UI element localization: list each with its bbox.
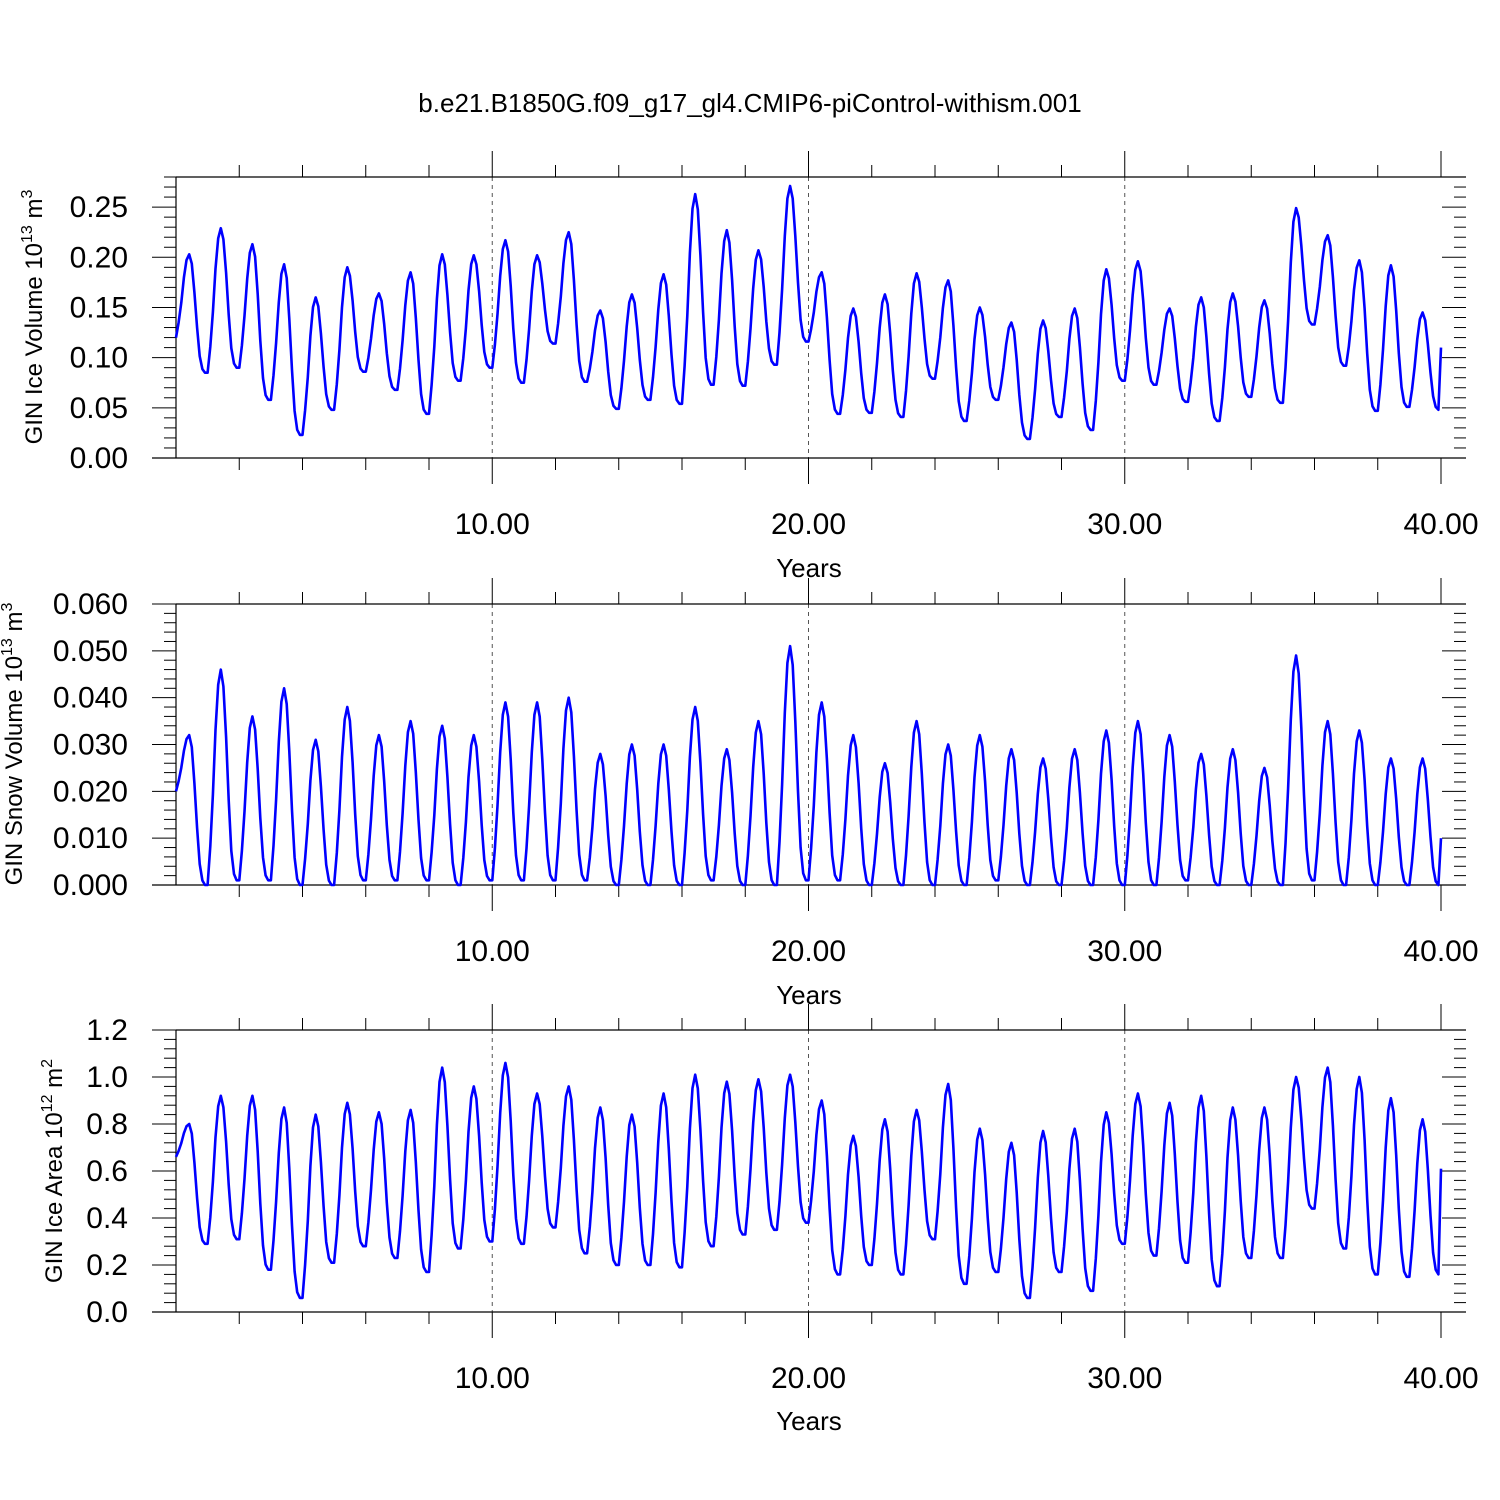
- ice-area-ytick-label: 0.6: [86, 1155, 128, 1188]
- ice-volume-xtick-label: 20.00: [771, 508, 846, 541]
- ice-area-ytick-label: 0.2: [86, 1249, 128, 1282]
- ice-volume-ytick-label: 0.25: [70, 191, 128, 224]
- ice-area-ytick-label: 0.8: [86, 1108, 128, 1141]
- figure-title: b.e21.B1850G.f09_g17_gl4.CMIP6-piControl…: [418, 88, 1081, 118]
- ice-area-ylabel: GIN Ice Area 1012 m2: [39, 1059, 68, 1283]
- snow-volume-xtick-label: 10.00: [455, 935, 530, 968]
- snow-volume-panel: Years GIN Snow Volume 1013 m3 0.0000.010…: [0, 578, 1479, 1010]
- snow-volume-ytick-label: 0.050: [53, 635, 128, 668]
- snow-volume-xtick-label: 20.00: [771, 935, 846, 968]
- ice-area-xtick-label: 20.00: [771, 1362, 846, 1395]
- ice-area-xtick-label: 40.00: [1403, 1362, 1478, 1395]
- snow-volume-ytick-label: 0.010: [53, 822, 128, 855]
- ice-volume-series-line: [174, 184, 1443, 441]
- ice-volume-ytick-label: 0.05: [70, 392, 128, 425]
- ice-area-xtick-label: 30.00: [1087, 1362, 1162, 1395]
- snow-volume-xtick-label: 30.00: [1087, 935, 1162, 968]
- ice-area-series-line: [174, 1061, 1443, 1300]
- snow-volume-xtick-label: 40.00: [1403, 935, 1478, 968]
- ice-volume-ytick-label: 0.15: [70, 291, 128, 324]
- ice-volume-ytick-label: 0.20: [70, 241, 128, 274]
- ice-volume-ytick-label: 0.00: [70, 442, 128, 475]
- snow-volume-series-line: [174, 644, 1443, 887]
- ice-area-panel: Years GIN Ice Area 1012 m2 0.0 0.2 0.4 0.6 0…: [39, 1004, 1479, 1436]
- snow-volume-ytick-label: 0.040: [53, 682, 128, 715]
- snow-volume-ytick-label: 0.030: [53, 729, 128, 762]
- ice-area-ytick-label: 1.0: [86, 1061, 128, 1094]
- snow-volume-ytick-label: 0.020: [53, 775, 128, 808]
- ice-volume-ytick-label: 0.10: [70, 342, 128, 375]
- ice-volume-xtick-label: 30.00: [1087, 508, 1162, 541]
- ice-volume-ylabel: GIN Ice Volume 1013 m3: [19, 190, 48, 445]
- ice-area-xlabel: Years: [776, 1406, 842, 1436]
- ice-area-xtick-label: 10.00: [455, 1362, 530, 1395]
- ice-volume-xtick-label: 10.00: [455, 508, 530, 541]
- snow-volume-ytick-label: 0.000: [53, 869, 128, 902]
- snow-volume-ytick-label: 0.060: [53, 588, 128, 621]
- ice-volume-panel: Years GIN Ice Volume 1013 m3 0.000.050.1…: [19, 151, 1479, 583]
- ice-area-ytick-label: 1.2: [86, 1014, 128, 1047]
- snow-volume-ylabel: GIN Snow Volume 1013 m3: [0, 602, 28, 885]
- ice-volume-xtick-label: 40.00: [1403, 508, 1478, 541]
- ice-area-ytick-label: 0.4: [86, 1202, 128, 1235]
- ice-area-ytick-label: 0.0: [86, 1296, 128, 1329]
